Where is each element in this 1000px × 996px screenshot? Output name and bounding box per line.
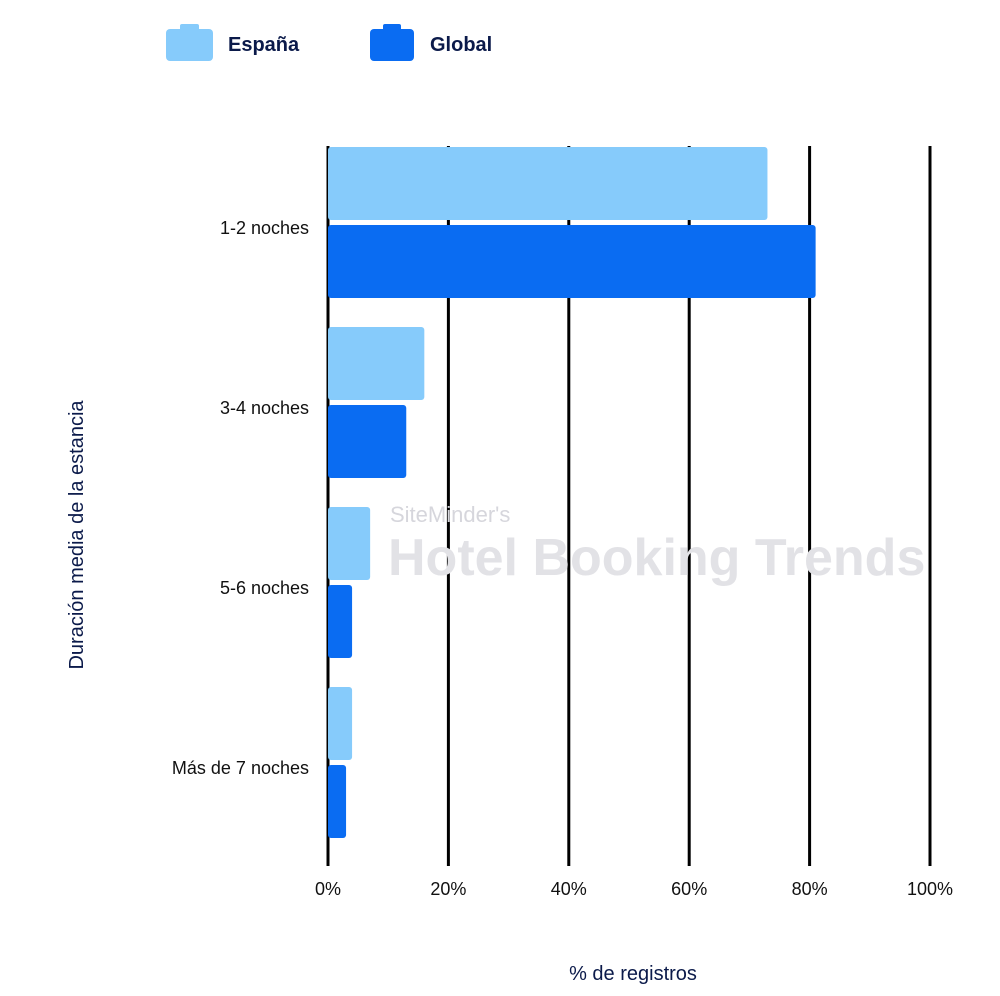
bar-global-0 — [328, 225, 816, 298]
legend-swatch-global-handle — [383, 24, 401, 31]
legend: España Global — [166, 24, 492, 61]
watermark-line1: SiteMinder's — [390, 502, 510, 527]
bars — [328, 147, 816, 838]
x-tick-label-4: 80% — [792, 879, 828, 899]
x-tick-label-0: 0% — [315, 879, 341, 899]
bar-global-3 — [328, 765, 347, 838]
x-tick-label-5: 100% — [907, 879, 953, 899]
category-label-0: 1-2 noches — [220, 218, 309, 238]
category-labels: 1-2 noches 3-4 noches 5-6 noches Más de 7 n… — [172, 218, 309, 778]
bar-espana-3 — [328, 687, 353, 760]
legend-item-espana: España — [166, 24, 300, 61]
watermark-line2: Hotel Booking Trends — [388, 529, 925, 587]
legend-swatch-global — [370, 29, 414, 61]
x-tick-label-3: 60% — [671, 879, 707, 899]
legend-swatch-espana-handle — [180, 24, 199, 31]
legend-item-global: Global — [370, 24, 492, 61]
x-axis-title: % de registros — [569, 963, 697, 985]
category-label-2: 5-6 noches — [220, 578, 309, 598]
x-tick-labels: 0% 20% 40% 60% 80% 100% — [315, 879, 953, 899]
bar-global-2 — [328, 585, 353, 658]
bar-espana-0 — [328, 147, 768, 220]
x-tick-label-1: 20% — [430, 879, 466, 899]
bar-espana-1 — [328, 327, 425, 400]
category-label-1: 3-4 noches — [220, 398, 309, 418]
x-tick-label-2: 40% — [551, 879, 587, 899]
category-label-3: Más de 7 noches — [172, 758, 309, 778]
legend-label-espana: España — [228, 34, 300, 56]
y-axis-title: Duración media de la estancia — [66, 400, 88, 670]
watermark: SiteMinder's Hotel Booking Trends — [388, 502, 925, 587]
legend-label-global: Global — [430, 34, 492, 56]
bar-espana-2 — [328, 507, 371, 580]
legend-swatch-espana — [166, 29, 213, 61]
bar-global-1 — [328, 405, 407, 478]
